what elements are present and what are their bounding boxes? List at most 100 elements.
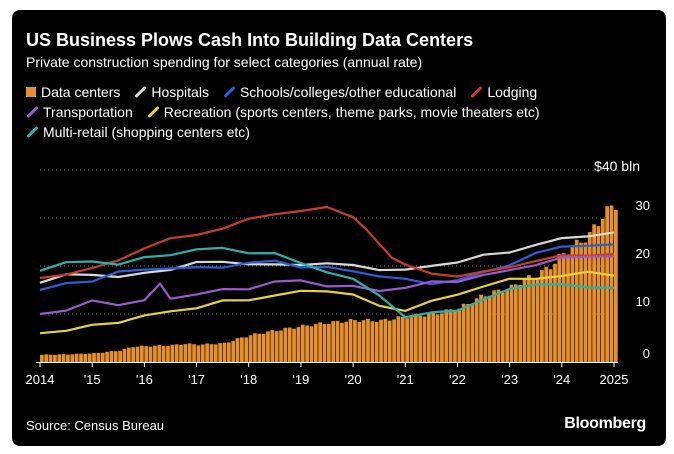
- data-center-bar: [96, 352, 101, 362]
- series-line-schools: [39, 243, 615, 292]
- data-center-bar: [66, 354, 70, 362]
- data-center-bar: [213, 344, 218, 362]
- legend-item-hospitals: Hospitals: [134, 84, 209, 100]
- data-center-bar: [457, 308, 462, 362]
- legend: Data centers Hospitals Schools/colleges/…: [26, 82, 656, 142]
- legend-row: Data centers Hospitals Schools/colleges/…: [26, 82, 656, 102]
- data-center-bar: [335, 320, 340, 362]
- data-center-bar: [122, 348, 127, 362]
- x-tick-label: '16: [136, 372, 153, 387]
- data-center-bar: [405, 318, 409, 362]
- x-tick-label: '20: [345, 372, 362, 387]
- data-center-bar: [600, 218, 605, 362]
- data-center-bar: [153, 345, 157, 362]
- data-center-bar: [566, 255, 570, 362]
- data-center-bar: [353, 320, 357, 362]
- data-center-bar: [383, 318, 388, 362]
- legend-label: Transportation: [43, 104, 133, 120]
- data-center-bar: [131, 347, 136, 362]
- chart-card: US Business Plows Cash Into Building Dat…: [12, 10, 666, 446]
- y-tick-label: 30: [636, 198, 650, 213]
- data-center-bar: [283, 327, 288, 362]
- chart-svg: 0 10 20 30 2014 '15 '16 '17 '18 '19 '20 '21 '22 '23 '2…: [26, 169, 650, 387]
- legend-item-recreation: Recreation (sports centers, theme parks,…: [147, 104, 540, 120]
- data-center-bar: [261, 333, 266, 362]
- y-tick-label: 20: [636, 246, 650, 261]
- data-center-bar: [61, 354, 66, 362]
- data-center-bar: [266, 331, 270, 362]
- series-line-transportation: [39, 255, 615, 316]
- data-center-bar: [466, 303, 470, 362]
- data-center-bar: [231, 340, 236, 362]
- data-center-bar: [587, 232, 592, 362]
- data-center-bar: [505, 289, 510, 362]
- data-center-bar: [527, 275, 531, 362]
- bloomberg-logo: Bloomberg: [564, 415, 646, 432]
- data-center-bar: [374, 322, 379, 362]
- data-center-bar: [218, 343, 223, 362]
- data-center-bar: [222, 342, 227, 362]
- data-center-bar: [409, 316, 414, 362]
- data-center-bar: [440, 313, 444, 362]
- data-center-bar: [187, 343, 192, 362]
- data-center-bar: [513, 284, 518, 362]
- series-line-hospitals: [39, 231, 615, 284]
- data-center-bar: [144, 346, 149, 362]
- y-unit-label: $40 bln: [594, 158, 640, 174]
- data-center-bar: [400, 316, 405, 362]
- data-center-bar: [540, 270, 544, 362]
- series-line-multi-retail: [39, 246, 615, 319]
- x-tick-label: '24: [553, 372, 570, 387]
- data-center-bar: [318, 322, 323, 362]
- data-center-bar: [300, 324, 305, 362]
- data-center-bar: [279, 330, 283, 362]
- data-center-bar: [444, 309, 449, 362]
- data-center-bar: [470, 303, 475, 362]
- data-center-bar: [366, 318, 370, 362]
- y-tick-label: 10: [636, 294, 650, 309]
- data-center-bar: [292, 328, 296, 362]
- data-center-bar: [596, 226, 601, 362]
- data-center-bar: [100, 352, 105, 362]
- data-center-bar: [174, 344, 179, 362]
- data-center-bar: [287, 327, 292, 362]
- data-center-bar: [126, 347, 131, 362]
- x-tick-label: '21: [397, 372, 414, 387]
- data-center-bar: [70, 354, 75, 362]
- legend-label: Data centers: [41, 84, 121, 100]
- data-center-bar: [192, 344, 196, 362]
- data-center-bar: [296, 327, 301, 362]
- x-tick-label: '15: [84, 372, 101, 387]
- data-center-bar: [592, 224, 596, 362]
- data-center-bar: [226, 342, 231, 362]
- data-center-bar: [92, 353, 96, 362]
- data-center-bar: [209, 344, 214, 362]
- data-center-bar: [574, 239, 579, 362]
- data-center-bar: [487, 295, 492, 362]
- series-line-recreation: [39, 270, 615, 335]
- data-center-bar: [57, 354, 62, 362]
- data-center-bar: [357, 321, 362, 362]
- legend-label: Multi-retail (shopping centers etc): [43, 124, 250, 140]
- data-center-bar: [435, 314, 440, 362]
- data-center-bar: [140, 345, 144, 362]
- data-center-bar: [479, 294, 483, 362]
- data-center-bar: [135, 346, 140, 362]
- data-center-bar: [113, 351, 118, 362]
- data-center-bar: [309, 326, 314, 362]
- data-center-bar: [170, 344, 175, 362]
- data-center-bar: [531, 278, 536, 362]
- data-center-bar: [148, 346, 153, 362]
- legend-row: Multi-retail (shopping centers etc): [26, 122, 656, 142]
- data-center-bar: [48, 354, 53, 362]
- data-center-bar: [166, 345, 170, 362]
- legend-item-data-centers: Data centers: [26, 84, 120, 100]
- data-center-bar: [79, 353, 83, 362]
- legend-label: Schools/colleges/other educational: [239, 84, 457, 100]
- data-center-bar: [253, 333, 257, 362]
- data-center-bar: [548, 269, 553, 362]
- data-center-bar: [579, 242, 583, 362]
- data-center-bar: [614, 209, 618, 362]
- data-center-bar: [200, 344, 205, 362]
- chart-title: US Business Plows Cash Into Building Dat…: [26, 30, 474, 50]
